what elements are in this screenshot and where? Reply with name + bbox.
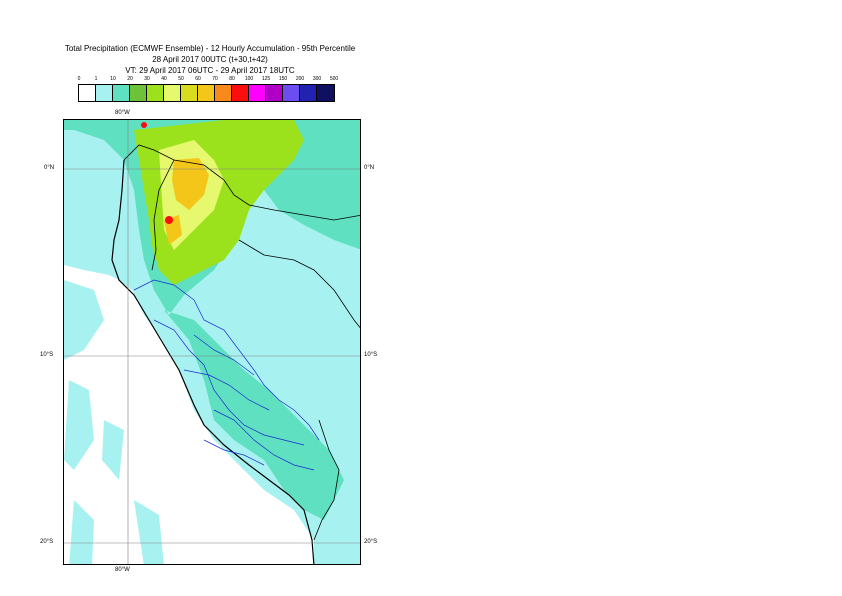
intense-rain-field [164,158,209,245]
valid-time: VT: 29 April 2017 06UTC - 29 April 2017 … [125,66,295,75]
lat-label-right-20: 20°S [364,539,378,545]
regional-borders [133,279,320,471]
lon-label-top: 80°W [115,110,130,116]
extreme-rain-cell [165,216,173,224]
legend-tick-label: 10 [110,76,116,82]
legend-swatch-4 [147,85,164,101]
legend-tick-label: 70 [212,76,218,82]
legend-tick-label: 500 [329,76,339,82]
legend-swatch-6 [181,85,198,101]
legend-tick-label: 60 [195,76,201,82]
legend-tick-label: 50 [178,76,184,82]
lat-label-left-0: 0°N [44,165,55,171]
legend-swatch-13 [300,85,317,101]
legend-tick-label: 300 [312,76,322,82]
legend-tick-label: 0 [77,76,81,82]
map-canvas [64,120,360,564]
base-time: 28 April 2017 00UTC (t+30,t+42) [152,55,268,64]
legend-swatch-14 [317,85,334,101]
legend-tick-label: 1 [94,76,98,82]
legend-tick-label: 200 [295,76,305,82]
legend-tick-label: 150 [278,76,288,82]
legend-tick-label: 80 [229,76,235,82]
lon-label-bottom: 80°W [115,567,130,573]
light-rain-ocean-patches [64,280,164,564]
legend-swatch-0 [79,85,96,101]
legend-tick-label: 100 [244,76,254,82]
legend-tick-label: 30 [144,76,150,82]
legend-tick-label: 125 [261,76,271,82]
legend-swatch-5 [164,85,181,101]
coastline [111,159,315,564]
legend-tick-label: 40 [161,76,167,82]
moderate-rain-field [64,120,360,520]
country-borders [123,144,360,541]
lat-label-right-0: 0°N [364,165,375,171]
legend-swatch-10 [249,85,266,101]
lat-label-left-20: 20°S [40,539,54,545]
precipitation-map [63,119,361,565]
legend-swatch-8 [215,85,232,101]
lat-label-left-10: 10°S [40,352,54,358]
legend-swatch-9 [232,85,249,101]
legend-swatch-3 [130,85,147,101]
legend-swatch-2 [113,85,130,101]
legend-swatch-1 [96,85,113,101]
map-title: Total Precipitation (ECMWF Ensemble) - 1… [64,44,356,53]
legend-swatch-12 [283,85,300,101]
legend-swatch-11 [266,85,283,101]
extreme-rain-cell-north [141,122,147,128]
legend-ticks: 0 1 10 20 30 40 50 60 70 80 100 125 150 200 300 500 [0,76,842,86]
legend-swatch-7 [198,85,215,101]
legend-bar [78,84,335,102]
lat-label-right-10: 10°S [364,352,378,358]
legend-tick-label: 20 [127,76,133,82]
